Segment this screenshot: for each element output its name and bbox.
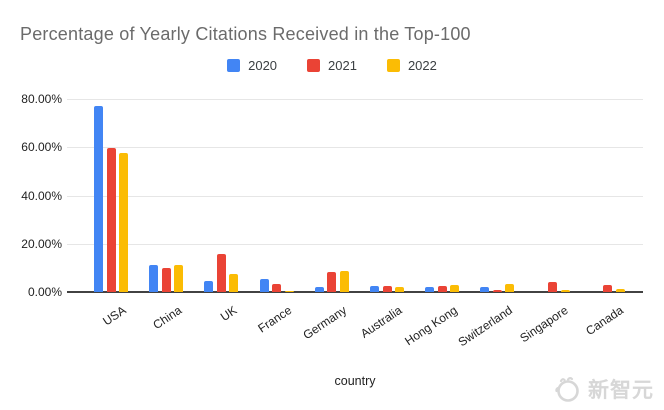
bar-2020-germany [314, 287, 324, 292]
y-tick-label-40: 40.00% [21, 188, 62, 203]
bar-2021-hong-kong [437, 286, 447, 292]
bar-group-usa [94, 99, 128, 292]
bar-2021-usa [106, 148, 116, 292]
bar-2020-france [259, 278, 269, 292]
legend-swatch-2022 [386, 59, 400, 72]
gridline-40 [67, 195, 643, 197]
bar-2021-france [272, 284, 282, 292]
watermark: 新智元 [553, 374, 654, 404]
legend-label-2020: 2020 [248, 58, 278, 73]
bar-2021-uk [216, 254, 226, 292]
bar-2022-usa [119, 153, 128, 292]
bar-2020-switzerland [480, 287, 490, 292]
y-tick-label-20: 20.00% [21, 236, 62, 251]
legend-label-2021: 2021 [328, 58, 357, 73]
x-tick-label-singapore: Singapore [517, 303, 571, 346]
bar-group-china [149, 99, 184, 292]
y-tick-label-0: 0.00% [27, 285, 62, 299]
bird-logo-icon [555, 377, 579, 402]
bar-group-uk [204, 99, 239, 292]
bar-2020-hong-kong [425, 286, 435, 292]
x-tick-label-uk: UK [217, 303, 240, 324]
bar-2021-switzerland [492, 289, 502, 292]
bar-2022-china [174, 265, 184, 292]
bar-group-germany [314, 99, 349, 292]
x-axis: USA China UK France Germany Australia Hong Kon… [67, 292, 643, 362]
x-tick-label-switzerland: Switzerland [455, 303, 516, 350]
legend-swatch-2021 [307, 59, 321, 72]
legend-item-2020: 2020 [227, 58, 277, 73]
legend-item-2021: 2021 [307, 58, 357, 73]
gridline-80 [67, 99, 643, 100]
x-tick-label-australia: Australia [358, 303, 405, 341]
bar-2021-china [161, 268, 171, 292]
bar-2021-singapore [548, 282, 558, 292]
bar-2020-china [149, 265, 159, 292]
bar-group-canada [591, 99, 625, 292]
x-tick-label-germany: Germany [300, 303, 350, 343]
bar-group-switzerland [480, 99, 515, 292]
bar-group-hong-kong [425, 99, 460, 292]
gridline-20 [67, 243, 643, 245]
legend-item-2022: 2022 [386, 58, 437, 73]
x-tick-label-china: China [150, 303, 185, 333]
chart-legend: 2020 2021 2022 [0, 58, 664, 73]
bar-2022-canada [615, 288, 625, 292]
bar-group-france [259, 99, 294, 292]
x-tick-label-france: France [255, 303, 295, 336]
y-tick-label-60: 60.00% [21, 140, 62, 155]
bar-2022-uk [229, 274, 239, 292]
bar-2021-canada [603, 285, 613, 292]
chart-title: Percentage of Yearly Citations Received … [20, 24, 471, 44]
legend-swatch-2020 [227, 59, 241, 72]
x-tick-label-usa: USA [100, 303, 129, 329]
y-axis: 0.00% 20.00% 40.00% 60.00% 80.00% [0, 92, 62, 299]
bar-group-australia [370, 99, 404, 292]
plot-area [67, 99, 643, 293]
x-axis-title: country [334, 374, 376, 388]
bar-2021-germany [327, 271, 337, 292]
bar-group-singapore [536, 99, 570, 292]
bar-2022-hong-kong [450, 284, 460, 292]
bar-2022-france [284, 290, 294, 292]
y-tick-label-80: 80.00% [21, 92, 62, 106]
bar-2022-australia [395, 287, 404, 292]
bar-2021-australia [382, 285, 392, 292]
bar-2020-uk [204, 280, 214, 292]
bar-2022-singapore [560, 289, 570, 292]
bar-2022-germany [339, 271, 349, 292]
legend-label-2022: 2022 [407, 58, 437, 73]
bar-2020-australia [370, 286, 379, 292]
x-axis-baseline [67, 291, 643, 293]
x-tick-label-canada: Canada [582, 303, 626, 339]
bar-2022-switzerland [505, 283, 515, 292]
watermark-text: 新智元 [588, 379, 654, 402]
bar-2020-usa [94, 106, 103, 292]
x-tick-label-hong-kong: Hong Kong [402, 303, 461, 349]
gridline-60 [67, 147, 643, 149]
